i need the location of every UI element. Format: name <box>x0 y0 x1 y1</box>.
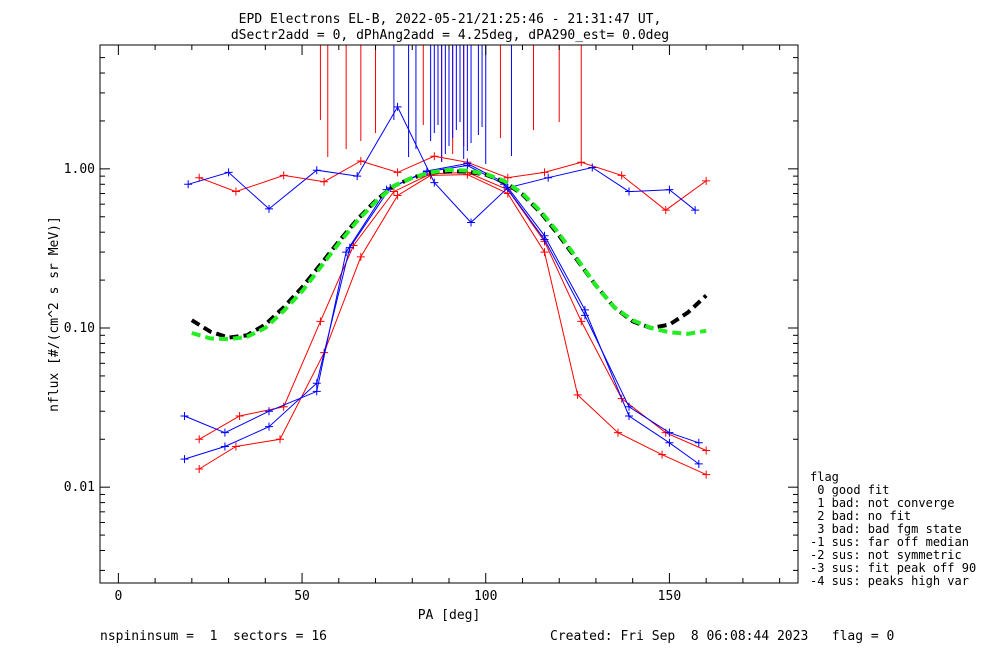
data-point <box>276 435 285 444</box>
data-point <box>345 243 354 252</box>
data-point <box>279 171 288 180</box>
legend-title: flag <box>810 470 839 484</box>
data-point <box>702 446 711 455</box>
data-point <box>389 187 398 196</box>
chart-title: EPD Electrons EL-B, 2022-05-21/21:25:46 … <box>239 12 662 27</box>
x-axis-label: PA [deg] <box>418 608 481 623</box>
legend-item: -1 sus: far off median <box>810 535 969 549</box>
data-point <box>503 173 512 182</box>
data-point <box>430 152 439 161</box>
data-point <box>220 442 229 451</box>
data-point <box>393 191 402 200</box>
data-point <box>665 428 674 437</box>
data-point <box>180 455 189 464</box>
data-point <box>356 157 365 166</box>
data-point <box>694 459 703 468</box>
chart-subtitle: dSectr2add = 0, dPhAng2add = 4.25deg, dP… <box>231 28 669 43</box>
y-axis-label: nflux [#/(cm^2 s sr MeV)] <box>47 216 62 412</box>
data-point <box>580 305 589 314</box>
data-point <box>540 168 549 177</box>
data-point <box>264 422 273 431</box>
plot-area <box>180 45 711 479</box>
data-point <box>540 231 549 240</box>
data-point <box>573 390 582 399</box>
green-fit-curve <box>191 167 707 342</box>
legend-item: 1 bad: not converge <box>810 496 955 510</box>
data-point <box>540 248 549 257</box>
data-point <box>312 379 321 388</box>
data-point <box>702 176 711 185</box>
axes: 0 50 100 150 0.01 0.10 1.00 <box>64 44 798 604</box>
legend-item: 2 bad: no fit <box>810 509 911 523</box>
data-point <box>264 204 273 213</box>
data-point <box>316 317 325 326</box>
legend-item: 3 bad: bad fgm state <box>810 522 962 536</box>
series-line <box>188 105 696 224</box>
data-point <box>235 412 244 421</box>
data-point <box>195 173 204 182</box>
data-point <box>231 442 240 451</box>
data-point <box>224 168 233 177</box>
data-point <box>691 206 700 215</box>
data-point <box>312 387 321 396</box>
data-point <box>467 218 476 227</box>
data-point <box>264 407 273 416</box>
data-point <box>658 450 667 459</box>
data-point <box>665 185 674 194</box>
black-fit-curve <box>190 169 708 340</box>
data-point <box>463 159 472 168</box>
data-point <box>180 412 189 421</box>
x-tick-label: 0 <box>114 589 122 604</box>
series-line <box>184 162 700 465</box>
data-point <box>231 187 240 196</box>
footer-right: Created: Fri Sep 8 06:08:44 2023 flag = … <box>550 629 894 644</box>
footer-left: nspininsum = 1 sectors = 16 <box>100 629 327 644</box>
data-point <box>613 428 622 437</box>
legend-item: -2 sus: not symmetric <box>810 548 962 562</box>
data-point <box>195 465 204 474</box>
legend-item: -4 sus: peaks high var <box>810 574 969 588</box>
data-point <box>665 438 674 447</box>
y-tick-label: 0.01 <box>64 480 95 495</box>
data-point <box>661 206 670 215</box>
data-point <box>694 438 703 447</box>
series-line <box>199 155 707 211</box>
data-point <box>220 428 229 437</box>
data-point <box>625 402 634 411</box>
data-point <box>577 158 586 167</box>
x-tick-label: 150 <box>658 589 681 604</box>
data-point <box>577 317 586 326</box>
data-point <box>320 177 329 186</box>
data-point <box>588 163 597 172</box>
data-point <box>617 171 626 180</box>
data-point <box>356 252 365 261</box>
data-point <box>312 166 321 175</box>
y-tick-label: 1.00 <box>64 162 95 177</box>
data-point <box>184 180 193 189</box>
data-point <box>393 168 402 177</box>
y-tick-label: 0.10 <box>64 321 95 336</box>
data-point <box>430 178 439 187</box>
data-point <box>544 173 553 182</box>
x-tick-label: 50 <box>294 589 310 604</box>
data-point <box>625 187 634 196</box>
data-point <box>393 102 402 111</box>
data-point <box>702 470 711 479</box>
legend: flag 0 good fit 1 bad: not converge 2 ba… <box>810 470 976 588</box>
data-point <box>353 172 362 181</box>
data-point <box>625 412 634 421</box>
x-tick-label: 100 <box>474 589 497 604</box>
series-line <box>198 174 707 476</box>
data-point <box>195 435 204 444</box>
data-point <box>279 402 288 411</box>
legend-item: -3 sus: fit peak off 90 <box>810 561 976 575</box>
legend-item: 0 good fit <box>810 483 889 497</box>
